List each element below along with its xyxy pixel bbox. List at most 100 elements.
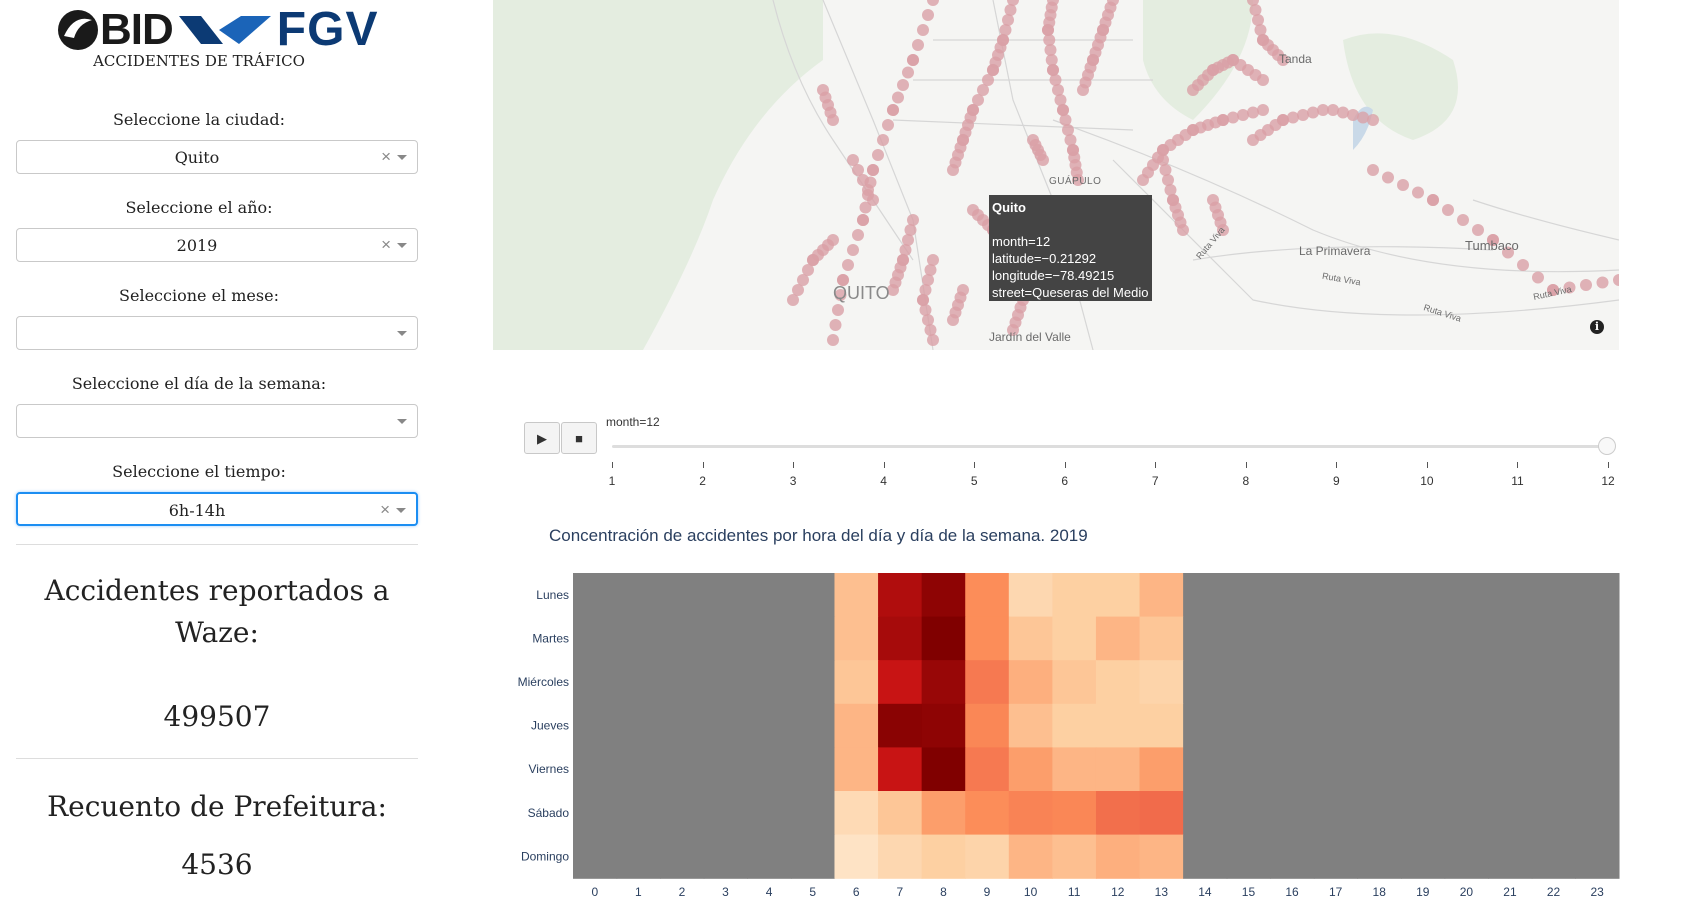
accident-point[interactable] (802, 264, 814, 276)
accident-point[interactable] (1337, 106, 1349, 119)
heatmap-cell[interactable] (747, 834, 792, 879)
accident-point[interactable] (827, 234, 839, 246)
accident-point[interactable] (1043, 34, 1056, 46)
info-icon[interactable]: i (1590, 320, 1604, 334)
heatmap-cell[interactable] (1357, 791, 1402, 836)
heatmap-cell[interactable] (573, 703, 618, 748)
heatmap-cell[interactable] (1488, 834, 1533, 879)
accident-point[interactable] (922, 274, 934, 286)
accident-point[interactable] (1327, 104, 1339, 116)
heatmap-cell[interactable] (1313, 616, 1359, 661)
accident-point[interactable] (1613, 274, 1619, 286)
heatmap-cell[interactable] (1095, 834, 1141, 879)
accident-point[interactable] (1077, 84, 1089, 96)
accident-point[interactable] (1059, 114, 1072, 126)
accident-point[interactable] (1062, 124, 1074, 136)
accident-point[interactable] (847, 244, 859, 256)
accident-point[interactable] (1054, 94, 1067, 106)
accident-point[interactable] (1487, 234, 1499, 246)
accident-point[interactable] (827, 114, 839, 126)
heatmap-cell[interactable] (573, 791, 618, 836)
heatmap-cell[interactable] (1531, 791, 1576, 836)
accident-point[interactable] (1257, 104, 1269, 116)
accident-point[interactable] (887, 284, 899, 296)
heatmap-cell[interactable] (1313, 703, 1359, 748)
heatmap-cell[interactable] (790, 834, 836, 879)
heatmap-cell[interactable] (1270, 573, 1315, 618)
accident-point[interactable] (919, 284, 932, 296)
heatmap-cell[interactable] (834, 703, 879, 748)
accident-point[interactable] (1472, 224, 1484, 236)
heatmap-cell[interactable] (1008, 616, 1053, 661)
heatmap-cell[interactable] (1270, 791, 1315, 836)
accident-points[interactable] (787, 0, 1619, 346)
heatmap-cell[interactable] (790, 660, 836, 705)
accident-point[interactable] (917, 294, 929, 306)
heatmap-cell[interactable] (834, 834, 879, 879)
heatmap-cell[interactable] (1183, 703, 1228, 748)
accident-point[interactable] (882, 119, 894, 131)
heatmap-cell[interactable] (1444, 660, 1489, 705)
heatmap-cell[interactable] (1052, 703, 1097, 748)
month-dropdown[interactable] (16, 316, 418, 350)
heatmap-cell[interactable] (921, 791, 966, 836)
heatmap-cell[interactable] (1444, 703, 1489, 748)
accident-point[interactable] (1502, 246, 1514, 259)
heatmap-cell[interactable] (1052, 791, 1097, 836)
accident-point[interactable] (1037, 154, 1049, 166)
accident-point[interactable] (947, 314, 959, 326)
slider-tick-label[interactable]: 2 (699, 474, 706, 488)
heatmap-cell[interactable] (1575, 703, 1620, 748)
accident-point[interactable] (902, 234, 914, 246)
accident-point[interactable] (1217, 224, 1229, 236)
accident-point[interactable] (924, 324, 937, 336)
heatmap-cell[interactable] (1401, 747, 1446, 792)
accident-point[interactable] (1249, 4, 1262, 16)
accident-point[interactable] (834, 289, 847, 301)
accident-point[interactable] (1307, 106, 1319, 119)
heatmap-cell[interactable] (703, 791, 748, 836)
accident-point[interactable] (1164, 184, 1177, 196)
heatmap-cell[interactable] (878, 747, 923, 792)
heatmap-cell[interactable] (1270, 616, 1315, 661)
heatmap-cell[interactable] (1357, 834, 1402, 879)
heatmap-cell[interactable] (1444, 834, 1489, 879)
heatmap-cell[interactable] (790, 791, 836, 836)
accident-point[interactable] (857, 174, 869, 186)
heatmap-cell[interactable] (878, 616, 923, 661)
heatmap-cell[interactable] (1008, 660, 1053, 705)
heatmap-cell[interactable] (747, 660, 792, 705)
accident-point[interactable] (887, 104, 899, 116)
heatmap-cell[interactable] (1357, 703, 1402, 748)
accident-point[interactable] (927, 334, 939, 346)
heatmap-cell[interactable] (1008, 747, 1053, 792)
heatmap-cell[interactable] (703, 703, 748, 748)
heatmap-cell[interactable] (1226, 660, 1271, 705)
accident-point[interactable] (852, 164, 864, 176)
heatmap-cell[interactable] (616, 747, 661, 792)
month-slider-track[interactable] (612, 445, 1608, 448)
heatmap-cell[interactable] (921, 660, 966, 705)
accident-point[interactable] (1277, 114, 1289, 126)
heatmap-cell[interactable] (790, 573, 836, 618)
heatmap-cell[interactable] (703, 573, 748, 618)
accident-point[interactable] (927, 0, 939, 6)
accident-point[interactable] (1045, 54, 1058, 66)
accident-point[interactable] (999, 24, 1012, 36)
heatmap-cell[interactable] (573, 834, 618, 879)
heatmap-cell[interactable] (965, 747, 1010, 792)
accident-point[interactable] (922, 9, 934, 21)
heatmap-cell[interactable] (1313, 747, 1359, 792)
heatmap-cell[interactable] (1575, 660, 1620, 705)
accident-point[interactable] (1227, 111, 1239, 124)
heatmap-cell[interactable] (790, 703, 836, 748)
heatmap-cell[interactable] (1008, 573, 1053, 618)
heatmap-cell[interactable] (1139, 616, 1184, 661)
stop-button[interactable]: ■ (561, 422, 597, 454)
heatmap-cell[interactable] (965, 616, 1010, 661)
chevron-down-icon[interactable] (397, 331, 407, 336)
heatmap-cell[interactable] (1139, 573, 1184, 618)
heatmap-cell[interactable] (1313, 834, 1359, 879)
heatmap-cell[interactable] (660, 703, 705, 748)
heatmap-cell[interactable] (1270, 660, 1315, 705)
